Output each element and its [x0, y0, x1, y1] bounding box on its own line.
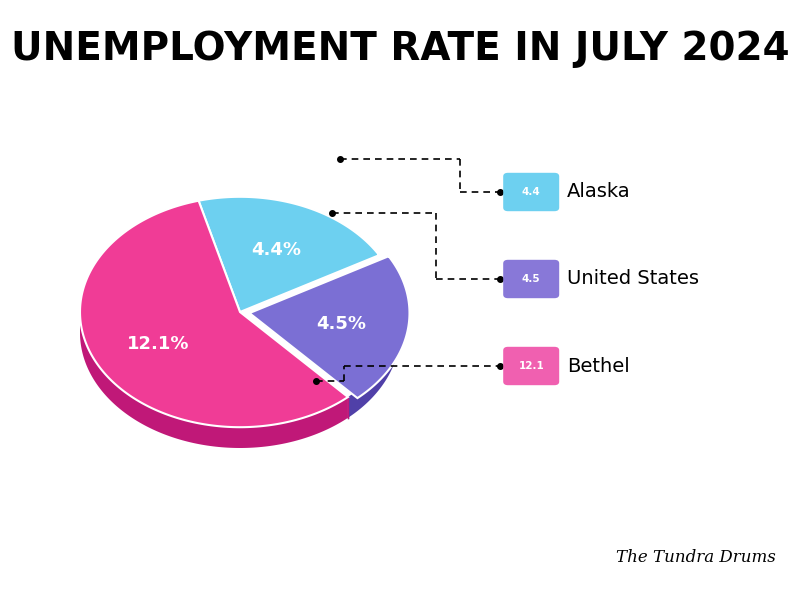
- Polygon shape: [80, 312, 348, 448]
- Polygon shape: [198, 197, 379, 312]
- Text: United States: United States: [567, 269, 699, 289]
- FancyBboxPatch shape: [503, 347, 559, 385]
- Text: 12.1%: 12.1%: [127, 335, 190, 353]
- Text: Alaska: Alaska: [567, 182, 631, 202]
- FancyBboxPatch shape: [503, 260, 559, 298]
- Text: 4.5%: 4.5%: [316, 314, 366, 332]
- Text: UNEMPLOYMENT RATE IN JULY 2024: UNEMPLOYMENT RATE IN JULY 2024: [10, 30, 790, 68]
- FancyBboxPatch shape: [503, 173, 559, 211]
- Text: 4.5: 4.5: [522, 274, 541, 284]
- Polygon shape: [250, 256, 410, 398]
- Text: The Tundra Drums: The Tundra Drums: [616, 550, 776, 566]
- Polygon shape: [348, 313, 400, 418]
- Polygon shape: [80, 201, 348, 427]
- Text: 12.1: 12.1: [518, 361, 544, 371]
- Text: 4.4: 4.4: [522, 187, 541, 197]
- Text: Bethel: Bethel: [567, 356, 630, 376]
- Text: 4.4%: 4.4%: [251, 241, 301, 259]
